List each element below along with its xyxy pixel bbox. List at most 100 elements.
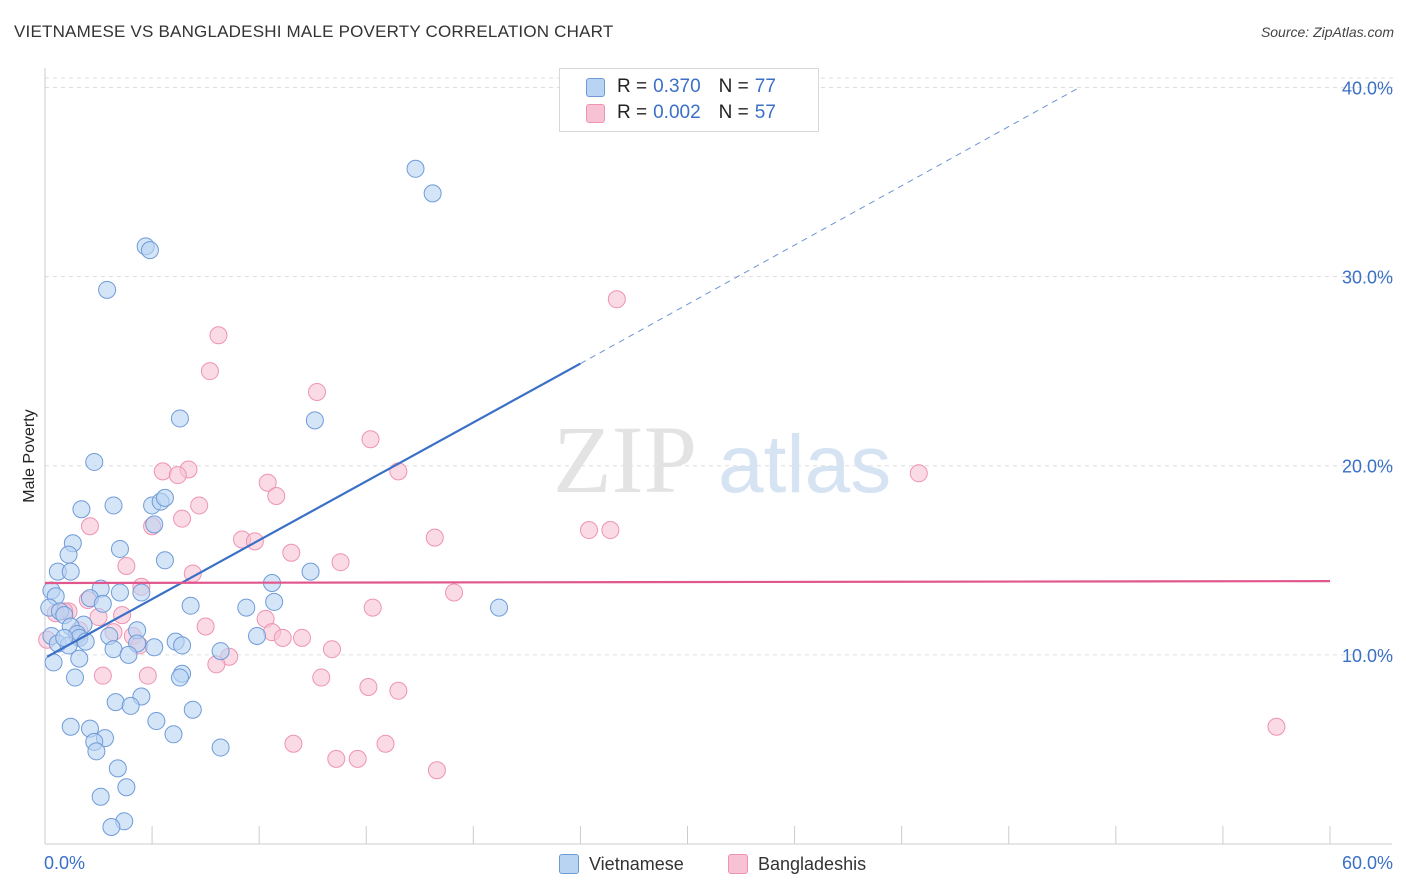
data-point bbox=[155, 488, 174, 507]
data-point bbox=[91, 787, 110, 806]
data-point bbox=[173, 636, 192, 655]
data-point bbox=[132, 583, 151, 602]
bangladeshis-label: Bangladeshis bbox=[758, 853, 867, 874]
data-point bbox=[284, 734, 303, 753]
data-point bbox=[117, 778, 136, 797]
data-point bbox=[293, 628, 311, 647]
data-point bbox=[327, 749, 346, 768]
bottom-legend-bangladeshis: Bangladeshis bbox=[728, 852, 866, 876]
y-tick-label: 40.0% bbox=[1342, 78, 1393, 98]
data-point bbox=[348, 749, 367, 768]
data-point bbox=[106, 693, 125, 712]
data-point bbox=[376, 734, 395, 753]
data-point bbox=[117, 556, 136, 575]
data-point bbox=[258, 473, 277, 492]
data-point bbox=[181, 596, 200, 615]
data-point bbox=[490, 598, 509, 617]
data-point bbox=[273, 628, 292, 647]
data-point bbox=[607, 290, 626, 309]
data-point bbox=[110, 539, 129, 558]
data-point bbox=[170, 668, 189, 687]
data-point bbox=[282, 543, 301, 562]
data-point bbox=[425, 528, 444, 547]
data-point bbox=[59, 545, 78, 564]
axes bbox=[44, 68, 1392, 845]
data-point bbox=[168, 466, 187, 485]
data-point bbox=[248, 626, 267, 645]
vietnamese-swatch bbox=[586, 77, 605, 97]
data-point bbox=[108, 759, 127, 778]
data-point bbox=[61, 562, 80, 581]
data-point bbox=[72, 500, 91, 519]
legend-r-label: R = bbox=[617, 76, 648, 97]
data-point bbox=[301, 562, 320, 581]
data-point bbox=[909, 464, 928, 483]
data-point bbox=[173, 509, 192, 528]
data-point bbox=[579, 521, 598, 540]
bangladeshis-swatch bbox=[586, 103, 605, 123]
data-point bbox=[155, 551, 174, 570]
bangladeshis-points bbox=[38, 290, 1286, 780]
data-point bbox=[312, 668, 331, 687]
data-point bbox=[93, 594, 112, 613]
data-point bbox=[140, 241, 159, 260]
data-point bbox=[423, 184, 442, 203]
data-point bbox=[102, 817, 121, 836]
data-point bbox=[389, 681, 408, 700]
data-point bbox=[363, 598, 382, 617]
data-point bbox=[85, 452, 104, 471]
data-point bbox=[265, 592, 284, 611]
data-point bbox=[331, 553, 350, 572]
vietnamese-label: Vietnamese bbox=[589, 853, 684, 874]
data-point bbox=[145, 638, 164, 657]
watermark-atlas: atlas bbox=[718, 419, 891, 510]
bangladeshis-swatch bbox=[728, 854, 748, 874]
data-point bbox=[1267, 717, 1286, 736]
legend-n-value: 77 bbox=[754, 76, 776, 97]
data-point bbox=[427, 761, 446, 780]
bangladeshis-trend-line bbox=[44, 580, 1331, 585]
legend-r-label: R = bbox=[617, 102, 648, 123]
correlation-legend: R = 0.370 N = 77 R = 0.002 N = 57 bbox=[559, 68, 819, 132]
y-tick-label: 10.0% bbox=[1342, 646, 1393, 666]
trend-lines bbox=[44, 87, 1331, 658]
data-point bbox=[65, 668, 84, 687]
bottom-legend-vietnamese: Vietnamese bbox=[559, 852, 684, 876]
legend-n-label: N = bbox=[718, 102, 749, 123]
data-point bbox=[211, 738, 230, 757]
data-point bbox=[104, 496, 123, 515]
legend-n-value: 57 bbox=[754, 102, 776, 123]
data-point bbox=[237, 598, 256, 617]
legend-r-value: 0.370 bbox=[653, 76, 701, 97]
chart-title: VIETNAMESE VS BANGLADESHI MALE POVERTY C… bbox=[14, 22, 614, 41]
y-tick-label: 20.0% bbox=[1342, 457, 1393, 477]
data-point bbox=[307, 382, 326, 401]
data-point bbox=[267, 486, 286, 505]
data-point bbox=[104, 640, 123, 659]
data-point bbox=[211, 642, 230, 661]
vietnamese-trend-extension bbox=[580, 87, 1080, 365]
data-point bbox=[61, 717, 80, 736]
data-point bbox=[209, 326, 228, 345]
data-point bbox=[147, 712, 166, 731]
data-point bbox=[389, 462, 408, 481]
data-point bbox=[98, 280, 117, 299]
data-point bbox=[322, 640, 341, 659]
y-axis-label: Male Poverty bbox=[21, 409, 38, 502]
data-point bbox=[80, 517, 99, 536]
data-point bbox=[601, 521, 620, 540]
vietnamese-trend-line bbox=[46, 362, 581, 658]
data-point bbox=[305, 411, 324, 430]
data-point bbox=[164, 725, 183, 744]
data-point bbox=[87, 742, 106, 761]
legend-n-label: N = bbox=[718, 76, 749, 97]
data-point bbox=[445, 583, 464, 602]
x-tick-label: 60.0% bbox=[1342, 853, 1393, 873]
tick-labels: 10.0% 20.0% 30.0% 40.0% 0.0% 60.0% bbox=[44, 78, 1393, 873]
data-point bbox=[183, 700, 202, 719]
data-point bbox=[359, 678, 378, 697]
data-point bbox=[121, 696, 140, 715]
data-point bbox=[110, 583, 129, 602]
data-point bbox=[145, 515, 164, 534]
